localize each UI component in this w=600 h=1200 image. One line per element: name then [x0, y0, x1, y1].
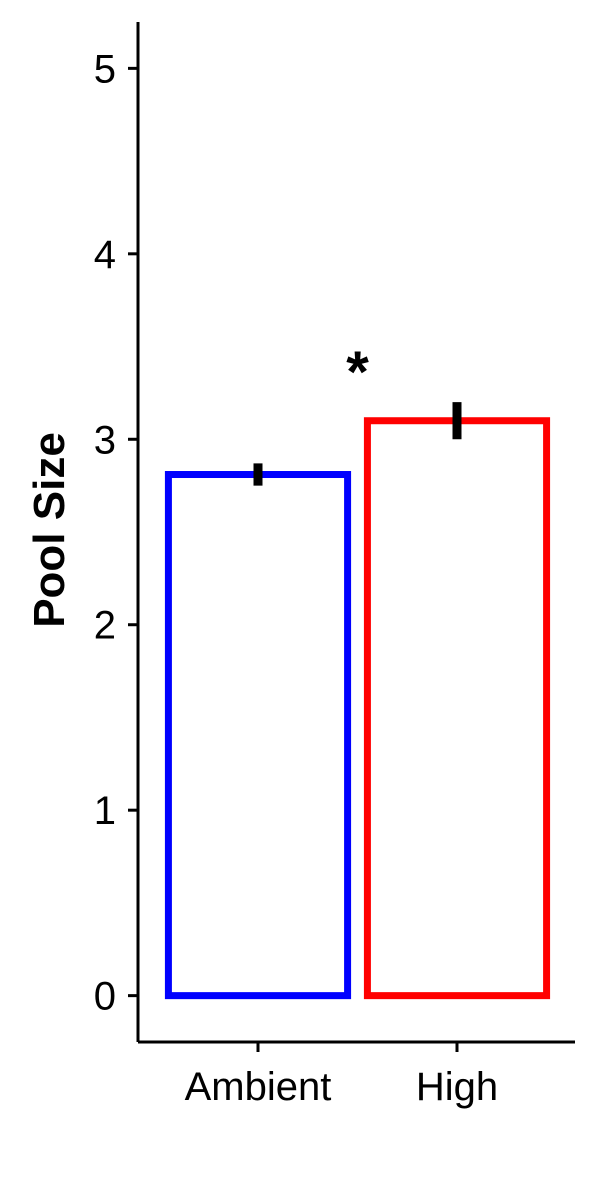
x-ticks-layer: Ambient High — [185, 1042, 498, 1109]
y-tick-label: 3 — [94, 418, 116, 462]
y-tick-label: 0 — [94, 975, 116, 1019]
bar-high — [363, 417, 551, 1000]
error-bars-layer — [253, 402, 462, 486]
y-ticks-layer: 0 1 2 3 4 5 — [94, 47, 138, 1019]
y-tick-label: 5 — [94, 47, 116, 91]
y-tick-label: 4 — [94, 233, 116, 277]
bars-layer — [164, 417, 551, 1000]
x-tick-label-ambient: Ambient — [185, 1065, 332, 1109]
bar-ambient — [164, 471, 352, 1000]
significance-asterisk: * — [346, 340, 369, 405]
y-tick-label: 2 — [94, 604, 116, 648]
y-axis-title: Pool Size — [25, 432, 74, 628]
y-tick-label: 1 — [94, 789, 116, 833]
x-tick-label-high: High — [416, 1065, 498, 1109]
